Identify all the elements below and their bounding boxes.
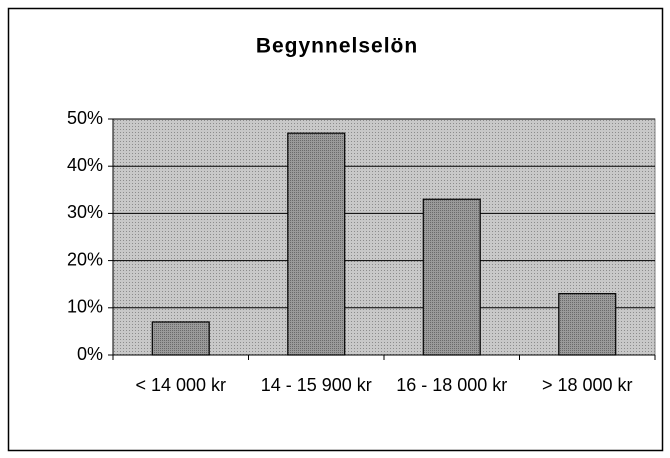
y-tick-label: 50% <box>67 108 103 128</box>
x-tick-label: < 14 000 kr <box>135 375 227 395</box>
y-tick-label: 20% <box>67 249 103 269</box>
bar <box>151 321 210 356</box>
x-tick-label: 16 - 18 000 kr <box>396 375 508 395</box>
y-tick-label: 30% <box>67 202 103 222</box>
x-tick-label: 14 - 15 900 kr <box>260 375 372 395</box>
chart-title: Begynnelselön <box>256 35 418 58</box>
bar <box>287 132 346 356</box>
y-tick-label: 0% <box>77 344 103 364</box>
x-tick-label: > 18 000 kr <box>541 375 633 395</box>
y-tick-label: 10% <box>67 297 103 317</box>
bar <box>558 293 617 356</box>
bar <box>422 198 481 356</box>
y-tick-label: 40% <box>67 155 103 175</box>
